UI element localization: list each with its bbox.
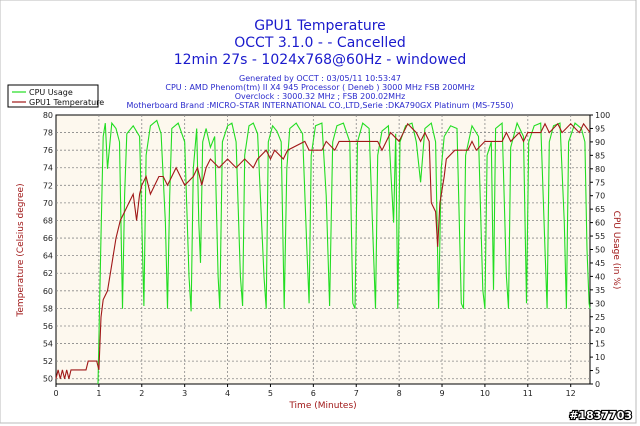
y-tick-label: 78 <box>43 129 53 138</box>
y2-tick-label: 20 <box>595 326 605 335</box>
y-tick-label: 70 <box>43 199 53 208</box>
x-axis-label: Time (Minutes) <box>288 401 356 411</box>
x-tick-label: 3 <box>182 389 187 398</box>
y2-tick-label: 95 <box>595 124 605 133</box>
tick-labels: 0 1 2 3 4 5 6 7 8 9 10 11 12505254565860626466687072… <box>43 111 610 398</box>
y-tick-label: 68 <box>43 216 53 225</box>
x-tick-label: 11 <box>523 389 533 398</box>
gpu1-temperature-line <box>55 122 591 379</box>
y-tick-label: 66 <box>43 234 53 243</box>
y2-tick-label: 100 <box>595 111 610 120</box>
y2-tick-label: 5 <box>595 367 600 376</box>
y-tick-label: 58 <box>43 304 53 313</box>
info-generated: Generated by OCCT : 03/05/11 10:53:47 <box>239 74 401 83</box>
x-tick-label: 6 <box>311 389 316 398</box>
y2-tick-label: 0 <box>595 380 600 389</box>
y-tick-label: 72 <box>43 181 53 190</box>
x-tick-label: 2 <box>139 389 144 398</box>
info-motherboard: Motherboard Brand :MICRO-STAR INTERNATIO… <box>126 101 513 110</box>
y-tick-label: 62 <box>43 269 53 278</box>
y-tick-label: 76 <box>43 146 53 155</box>
x-tick-label: 0 <box>53 389 58 398</box>
y2-tick-label: 60 <box>595 219 605 228</box>
y2-tick-label: 65 <box>595 205 605 214</box>
info-overclock: Overclock : 3000.32 MHz ; FSB 200.02MHz <box>235 92 406 101</box>
chart-subtitle-2: 12min 27s - 1024x768@60Hz - windowed <box>174 52 467 68</box>
y-tick-label: 80 <box>43 111 53 120</box>
y2-tick-label: 25 <box>595 313 605 322</box>
y2-tick-label: 90 <box>595 138 605 147</box>
y-tick-label: 56 <box>43 322 53 331</box>
info-cpu: CPU : AMD Phenom(tm) II X4 945 Processor… <box>165 83 474 92</box>
cpu-usage-line <box>97 119 591 385</box>
legend-label-temp: GPU1 Temperature <box>29 98 104 107</box>
legend-box <box>7 84 99 108</box>
y2-tick-label: 15 <box>595 340 605 349</box>
x-tick-label: 5 <box>268 389 273 398</box>
legend-label-cpu: CPU Usage <box>29 88 73 97</box>
x-tick-label: 7 <box>354 389 359 398</box>
y2-axis-label: CPU Usage (in %) <box>611 211 621 290</box>
y2-tick-label: 35 <box>595 286 605 295</box>
x-tick-label: 4 <box>225 389 230 398</box>
chart-subtitle-1: OCCT 3.1.0 - - Cancelled <box>234 35 405 51</box>
y2-tick-label: 10 <box>595 353 605 362</box>
y2-tick-label: 75 <box>595 178 605 187</box>
watermark: #1837703 <box>569 409 632 422</box>
y-axis-label: Temperature (Celsius degree) <box>16 183 26 317</box>
y2-tick-label: 50 <box>595 246 605 255</box>
y-tick-label: 64 <box>43 252 53 261</box>
x-tick-label: 8 <box>397 389 402 398</box>
y-tick-label: 50 <box>43 375 53 384</box>
series-lines <box>55 119 591 385</box>
y2-tick-label: 30 <box>595 299 605 308</box>
y2-tick-label: 45 <box>595 259 605 268</box>
y2-tick-label: 85 <box>595 151 605 160</box>
y-tick-label: 52 <box>43 357 53 366</box>
y-tick-label: 74 <box>43 164 53 173</box>
y2-tick-label: 70 <box>595 192 605 201</box>
x-tick-label: 1 <box>96 389 101 398</box>
y-tick-label: 54 <box>43 340 53 349</box>
x-tick-label: 10 <box>480 389 490 398</box>
y-tick-label: 60 <box>43 287 53 296</box>
y2-tick-label: 80 <box>595 165 605 174</box>
y2-tick-label: 40 <box>595 272 605 281</box>
chart-title: GPU1 Temperature <box>254 18 386 34</box>
x-tick-label: 9 <box>439 389 444 398</box>
legend: CPU Usage GPU1 Temperature <box>7 84 104 108</box>
y2-tick-label: 55 <box>595 232 605 241</box>
x-tick-label: 12 <box>566 389 576 398</box>
